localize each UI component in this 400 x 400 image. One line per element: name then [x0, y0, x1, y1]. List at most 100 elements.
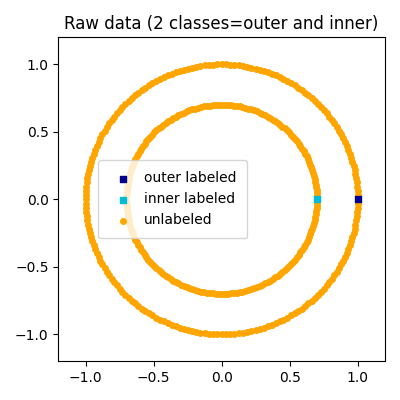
- unlabeled: [106, 120, 112, 127]
- unlabeled: [178, 111, 184, 117]
- unlabeled: [248, 64, 254, 71]
- unlabeled: [97, 257, 104, 264]
- unlabeled: [308, 164, 314, 170]
- unlabeled: [299, 247, 305, 253]
- unlabeled: [259, 111, 266, 117]
- unlabeled: [305, 236, 311, 243]
- unlabeled: [146, 310, 152, 316]
- unlabeled: [128, 95, 135, 101]
- unlabeled: [122, 292, 129, 298]
- unlabeled: [124, 184, 130, 191]
- unlabeled: [84, 175, 90, 181]
- unlabeled: [264, 69, 271, 76]
- unlabeled: [142, 84, 148, 91]
- unlabeled: [354, 209, 360, 215]
- unlabeled: [296, 140, 302, 147]
- unlabeled: [300, 244, 307, 251]
- unlabeled: [193, 64, 199, 70]
- unlabeled: [164, 72, 171, 79]
- unlabeled: [350, 230, 357, 236]
- unlabeled: [284, 78, 290, 84]
- unlabeled: [126, 173, 132, 179]
- unlabeled: [252, 327, 259, 333]
- unlabeled: [256, 283, 263, 289]
- unlabeled: [147, 134, 154, 140]
- unlabeled: [94, 142, 100, 149]
- unlabeled: [223, 61, 229, 68]
- unlabeled: [295, 84, 301, 91]
- unlabeled: [82, 192, 89, 198]
- unlabeled: [354, 184, 360, 190]
- unlabeled: [231, 330, 238, 337]
- unlabeled: [279, 123, 286, 130]
- unlabeled: [168, 116, 174, 123]
- unlabeled: [216, 102, 222, 108]
- unlabeled: [354, 188, 361, 194]
- unlabeled: [195, 288, 201, 294]
- unlabeled: [124, 187, 130, 194]
- unlabeled: [312, 181, 319, 188]
- unlabeled: [189, 106, 196, 113]
- unlabeled: [262, 280, 268, 287]
- unlabeled: [326, 113, 332, 120]
- unlabeled: [277, 122, 283, 128]
- unlabeled: [172, 113, 179, 120]
- unlabeled: [292, 310, 298, 316]
- Legend: outer labeled, inner labeled, unlabeled: outer labeled, inner labeled, unlabeled: [98, 160, 247, 238]
- unlabeled: [348, 154, 354, 161]
- unlabeled: [86, 226, 92, 232]
- unlabeled: [305, 92, 312, 98]
- unlabeled: [230, 290, 237, 296]
- Title: Raw data (2 classes=outer and inner): Raw data (2 classes=outer and inner): [64, 15, 379, 33]
- unlabeled: [116, 107, 123, 113]
- unlabeled: [308, 95, 315, 101]
- unlabeled: [242, 288, 248, 294]
- unlabeled: [354, 213, 360, 220]
- unlabeled: [223, 331, 229, 338]
- unlabeled: [90, 150, 97, 157]
- unlabeled: [338, 131, 344, 138]
- unlabeled: [90, 242, 97, 248]
- unlabeled: [92, 146, 98, 153]
- unlabeled: [331, 272, 338, 278]
- unlabeled: [240, 330, 246, 336]
- unlabeled: [244, 329, 250, 335]
- unlabeled: [153, 265, 160, 271]
- unlabeled: [143, 254, 150, 260]
- unlabeled: [302, 303, 308, 309]
- unlabeled: [184, 284, 190, 290]
- unlabeled: [138, 87, 145, 93]
- unlabeled: [85, 221, 91, 228]
- unlabeled: [128, 167, 134, 173]
- unlabeled: [210, 102, 216, 108]
- unlabeled: [218, 102, 225, 108]
- unlabeled: [210, 61, 216, 68]
- unlabeled: [348, 238, 354, 244]
- unlabeled: [296, 252, 302, 258]
- unlabeled: [158, 269, 164, 275]
- unlabeled: [138, 247, 144, 253]
- unlabeled: [97, 135, 104, 141]
- unlabeled: [264, 279, 271, 285]
- unlabeled: [82, 196, 89, 202]
- unlabeled: [306, 234, 312, 240]
- unlabeled: [310, 170, 316, 176]
- unlabeled: [124, 211, 131, 217]
- unlabeled: [284, 314, 290, 321]
- unlabeled: [186, 107, 193, 114]
- unlabeled: [99, 131, 106, 138]
- unlabeled: [198, 288, 204, 295]
- unlabeled: [89, 238, 96, 244]
- unlabeled: [259, 282, 266, 288]
- unlabeled: [88, 234, 94, 240]
- unlabeled: [350, 162, 357, 169]
- unlabeled: [197, 63, 204, 69]
- unlabeled: [153, 127, 160, 134]
- unlabeled: [129, 164, 135, 170]
- unlabeled: [135, 242, 141, 248]
- unlabeled: [233, 103, 240, 109]
- outer labeled: [354, 196, 361, 202]
- unlabeled: [351, 167, 358, 173]
- unlabeled: [189, 64, 195, 71]
- unlabeled: [142, 308, 148, 314]
